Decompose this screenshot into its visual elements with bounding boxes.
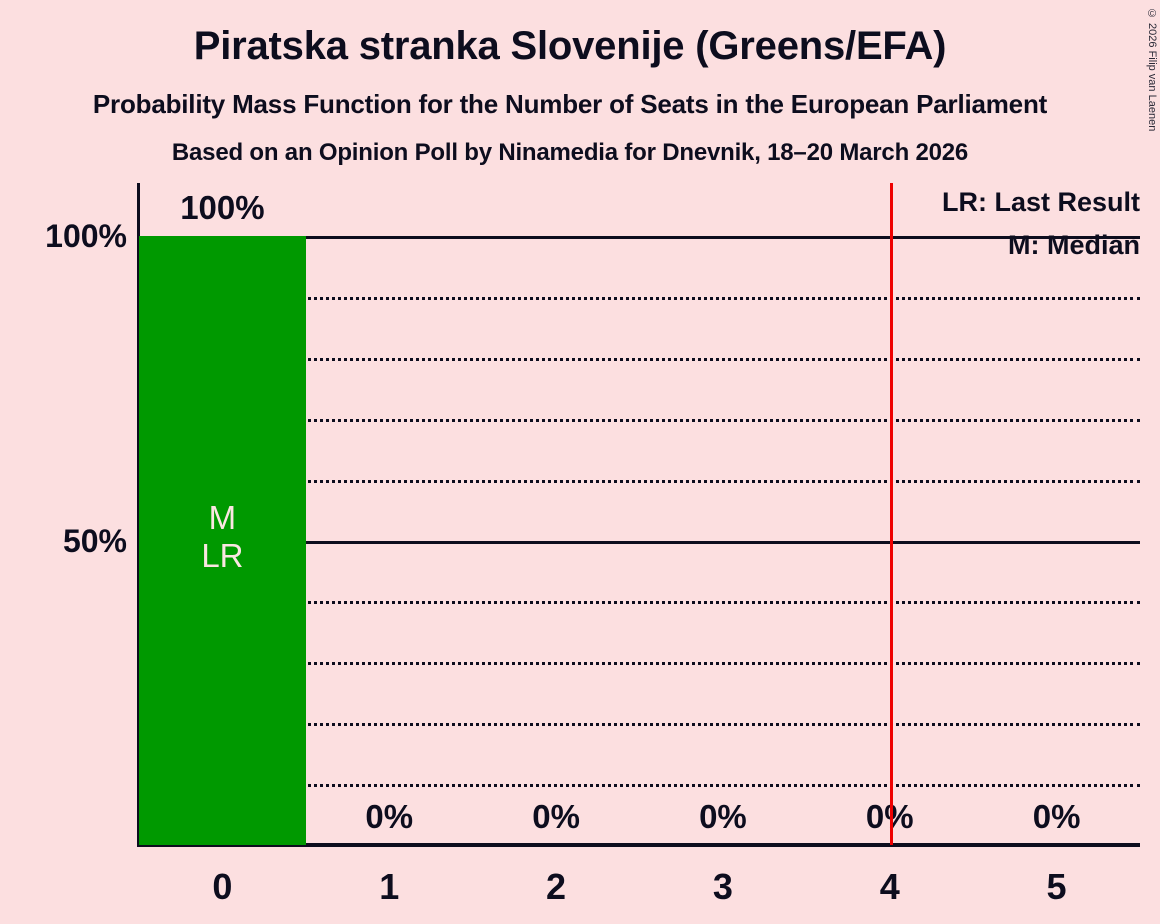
chart-subtitle: Probability Mass Function for the Number…	[92, 89, 1048, 119]
bar-value-label: 0%	[699, 798, 747, 835]
gridline-minor	[139, 296, 1140, 300]
median-marker: M	[208, 499, 237, 536]
bar-value-label: 0%	[1032, 798, 1081, 835]
gridline-minor	[139, 601, 1140, 605]
y-axis-tick-label: 50%	[62, 522, 127, 559]
gridline-minor	[139, 723, 1140, 727]
x-axis-line	[137, 843, 1140, 847]
x-axis-tick-label: 4	[879, 866, 900, 907]
gridline-major	[139, 236, 1140, 239]
plot-area: M LR	[139, 236, 1140, 845]
y-axis-tick-label: 100%	[45, 218, 127, 254]
bar-value-label: 0%	[806, 797, 973, 837]
x-axis-tick-label: 3	[712, 866, 733, 907]
last-result-line	[889, 183, 893, 845]
chart-source-note: Based on an Opinion Poll by Ninamedia fo…	[171, 139, 969, 166]
gridline-minor	[139, 479, 1140, 483]
bar: M LR	[139, 236, 306, 845]
bar-value-label: 0%	[532, 798, 580, 835]
gridline-major	[139, 540, 1140, 544]
gridline-minor	[139, 662, 1140, 666]
bar-value-label: 100%	[180, 189, 265, 226]
gridline-minor	[139, 784, 1140, 788]
copyright-notice: © 2026 Filip van Laenen	[1146, 8, 1158, 132]
x-axis-tick-label: 2	[546, 866, 567, 907]
x-axis-tick-label: 5	[1046, 866, 1067, 907]
page-title: Piratska stranka Slovenije (Greens/EFA)	[193, 24, 947, 68]
last-result-marker: LR	[201, 537, 244, 574]
legend-median: M: Median	[1008, 230, 1140, 260]
y-axis-line	[137, 183, 140, 846]
bar-value-label: 0%	[365, 798, 414, 835]
gridline-minor	[139, 418, 1140, 422]
legend-last-result: LR: Last Result	[941, 187, 1140, 217]
bar-markers: M LR	[139, 499, 306, 575]
x-axis-tick-label: 1	[379, 866, 400, 907]
gridline-minor	[139, 357, 1140, 361]
x-axis-tick-label: 0	[212, 866, 233, 907]
